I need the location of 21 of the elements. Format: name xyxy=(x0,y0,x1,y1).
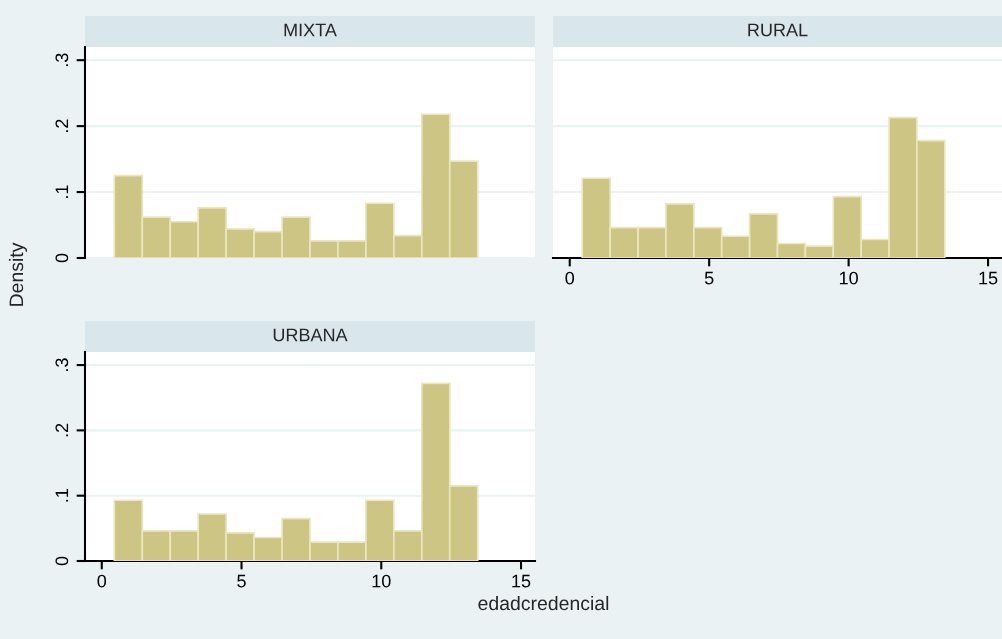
x-tick-label: 0 xyxy=(565,271,575,285)
y-tick-label: .1 xyxy=(55,185,69,198)
x-tick-label: 15 xyxy=(979,271,998,285)
y-tick-label: .2 xyxy=(55,119,69,133)
y-axis-title: Density xyxy=(8,242,28,306)
x-tick-label: 0 xyxy=(97,574,107,588)
y-tick-label: 0 xyxy=(55,253,69,263)
x-axis-title: edadcredencial xyxy=(478,595,609,611)
x-tick-label: 10 xyxy=(839,271,858,285)
y-tick-label: .1 xyxy=(55,489,69,502)
y-tick-label: .3 xyxy=(55,53,69,67)
chart-title: MIXTA xyxy=(284,23,337,37)
x-tick-label: 10 xyxy=(372,574,391,588)
y-tick-label: .3 xyxy=(55,358,69,371)
x-tick-label: 5 xyxy=(704,271,714,285)
chart-title: URBANA xyxy=(273,328,348,342)
chart-title: RURAL xyxy=(748,23,808,37)
y-tick-label: 0 xyxy=(55,556,69,566)
x-tick-label: 15 xyxy=(512,574,531,588)
y-tick-label: .2 xyxy=(55,423,69,437)
x-tick-label: 5 xyxy=(237,574,246,588)
